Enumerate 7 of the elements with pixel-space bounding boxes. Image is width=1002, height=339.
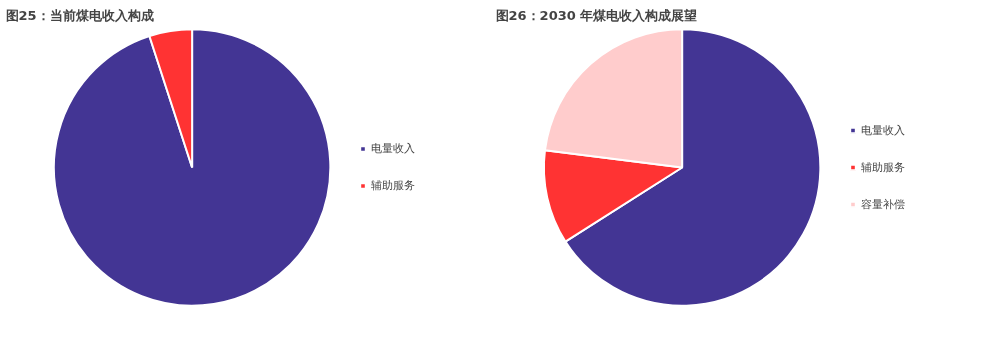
legend-label: 电量收入	[371, 141, 415, 156]
legend-label: 容量补偿	[861, 196, 905, 212]
legend-label: 辅助服务	[371, 178, 415, 193]
legend-label: 电量收入	[861, 122, 905, 138]
legend-label: 辅助服务	[861, 159, 905, 175]
chart-title: 图26：2030 年煤电收入构成展望	[495, 7, 698, 23]
chart-title: 图25：当前煤电收入构成	[5, 7, 154, 23]
